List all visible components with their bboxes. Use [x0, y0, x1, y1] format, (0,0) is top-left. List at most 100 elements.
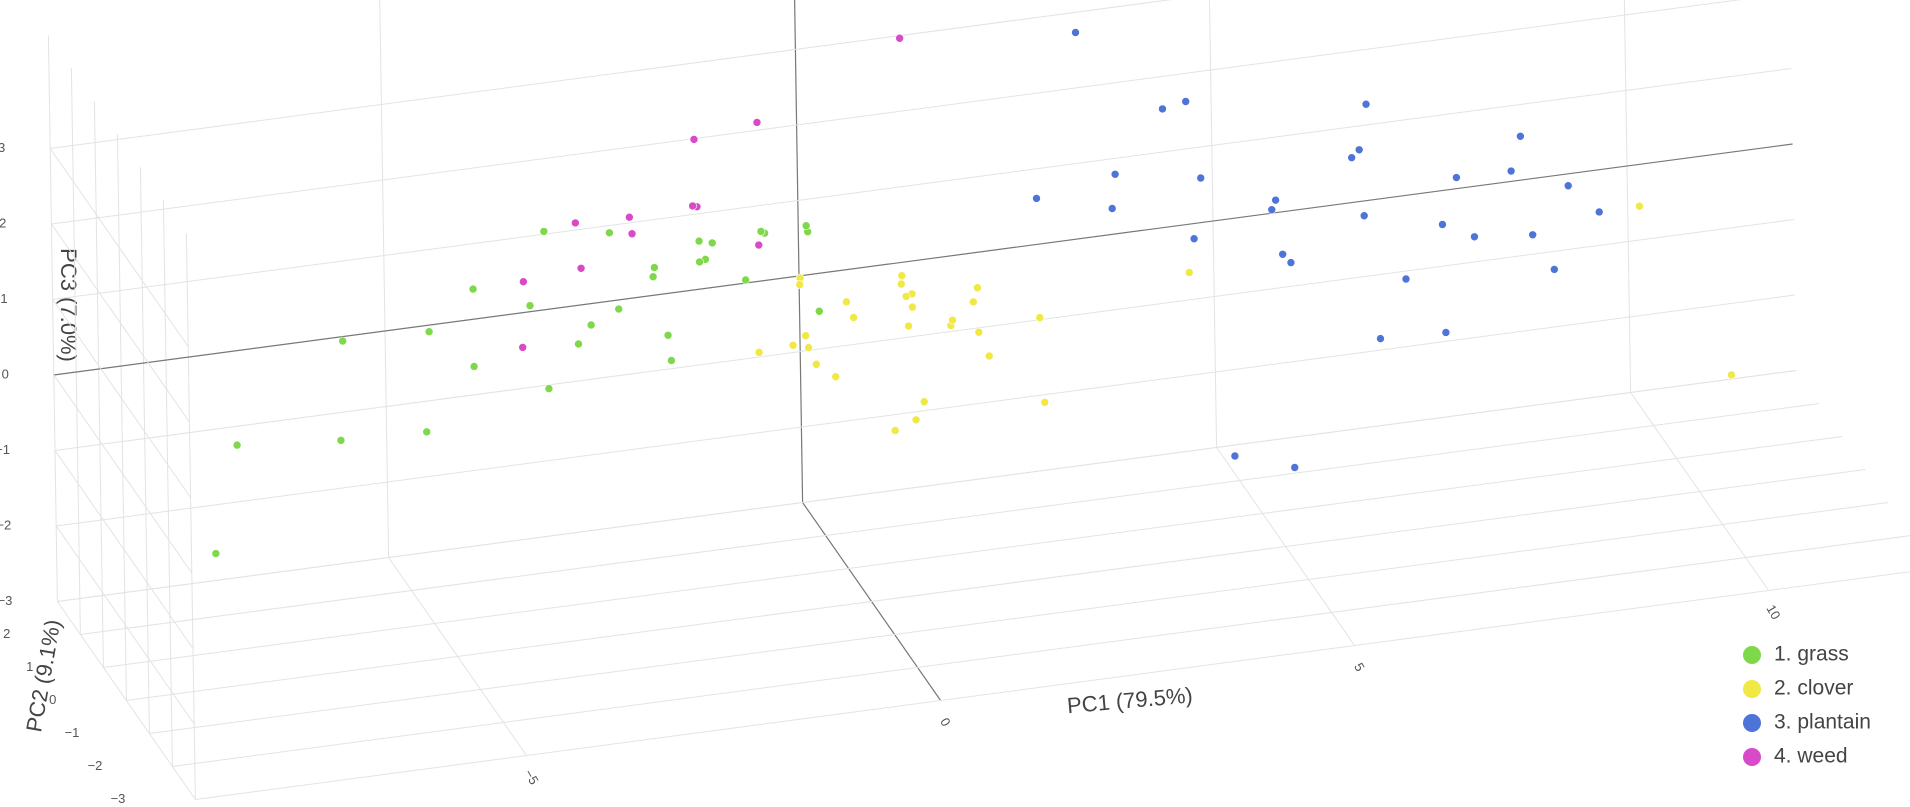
- y-axis-title: PC2 (9.1%): [21, 618, 65, 734]
- point: [849, 313, 858, 322]
- point: [211, 549, 221, 558]
- legend-marker: [1743, 680, 1761, 698]
- legend-label: 2. clover: [1774, 677, 1853, 700]
- z-axis-title: PC3 (7.0%): [56, 248, 81, 362]
- point: [338, 336, 347, 346]
- grid-line: [50, 223, 190, 423]
- point: [1452, 173, 1461, 182]
- point: [707, 238, 717, 248]
- grid-line: [172, 535, 1910, 767]
- grid-line: [162, 200, 173, 767]
- point: [576, 263, 586, 273]
- grid-line: [379, 0, 390, 558]
- point: [1376, 334, 1385, 343]
- point: [969, 297, 978, 307]
- point: [605, 228, 614, 238]
- grid-line: [52, 299, 192, 498]
- point: [974, 327, 984, 337]
- point: [973, 283, 982, 293]
- grid-line: [53, 374, 193, 574]
- grid-line: [50, 0, 1172, 149]
- grid-line: [52, 68, 1792, 300]
- point: [539, 227, 549, 236]
- point: [650, 263, 659, 272]
- grid-line: [56, 601, 196, 800]
- point: [468, 284, 478, 294]
- point: [1035, 313, 1045, 322]
- point: [1359, 211, 1369, 221]
- point: [1230, 451, 1240, 461]
- point: [801, 221, 811, 231]
- point: [754, 348, 764, 357]
- point: [469, 362, 479, 371]
- point: [1438, 220, 1447, 229]
- point: [667, 356, 676, 365]
- point: [754, 240, 764, 250]
- point: [1196, 173, 1206, 183]
- point: [842, 297, 851, 307]
- grid-line: [54, 450, 194, 649]
- point: [518, 343, 528, 352]
- point: [614, 304, 624, 314]
- point: [648, 272, 658, 282]
- point: [831, 372, 841, 382]
- grid-line: [126, 469, 1866, 701]
- point: [232, 440, 242, 450]
- legend-marker: [1743, 646, 1761, 664]
- point: [895, 33, 904, 43]
- y-tick-label: −1: [65, 725, 80, 740]
- point: [904, 321, 913, 331]
- y-tick-label: −2: [88, 758, 103, 773]
- point: [919, 397, 929, 407]
- y-tick-label: 1: [26, 659, 33, 674]
- point: [1158, 104, 1167, 114]
- point: [801, 331, 810, 341]
- grid-line: [185, 233, 196, 800]
- grid-line: [55, 525, 195, 725]
- point: [804, 343, 813, 352]
- point: [1278, 250, 1287, 259]
- point: [688, 201, 697, 211]
- point: [1290, 463, 1300, 472]
- z-tick-label: −1: [0, 442, 10, 457]
- point: [1071, 28, 1080, 37]
- legend-marker: [1743, 748, 1761, 766]
- z-tick-label: −3: [0, 593, 12, 608]
- point: [1189, 234, 1199, 243]
- point: [695, 257, 704, 267]
- grid-line: [51, 0, 1742, 225]
- point: [890, 426, 900, 435]
- grid-line: [195, 571, 1910, 800]
- y-tick-label: 0: [49, 692, 56, 707]
- grid-line: [149, 502, 1889, 734]
- point: [663, 330, 673, 340]
- point: [948, 315, 957, 325]
- point: [812, 359, 821, 369]
- point: [1181, 97, 1190, 106]
- legend-marker: [1743, 714, 1761, 732]
- grid-line: [49, 148, 189, 347]
- grid-line: [1208, 0, 1218, 448]
- point: [1107, 204, 1117, 213]
- point: [795, 280, 804, 289]
- grid-line: [93, 101, 104, 668]
- point: [901, 292, 911, 301]
- x-tick-label: −5: [521, 767, 541, 787]
- point: [689, 135, 699, 144]
- point: [1361, 99, 1371, 109]
- point: [908, 302, 917, 312]
- grid-line: [794, 0, 804, 503]
- point: [896, 279, 906, 289]
- z-tick-label: 2: [0, 215, 6, 230]
- point: [1401, 274, 1411, 284]
- point: [756, 227, 766, 236]
- point: [1184, 268, 1194, 277]
- z-tick-label: 0: [2, 366, 9, 381]
- point: [984, 351, 994, 361]
- y-tick-label: −3: [111, 791, 126, 806]
- z-tick-label: 1: [0, 291, 7, 306]
- point: [1528, 230, 1537, 240]
- point: [1267, 205, 1277, 214]
- point: [741, 275, 750, 285]
- point: [1506, 166, 1516, 176]
